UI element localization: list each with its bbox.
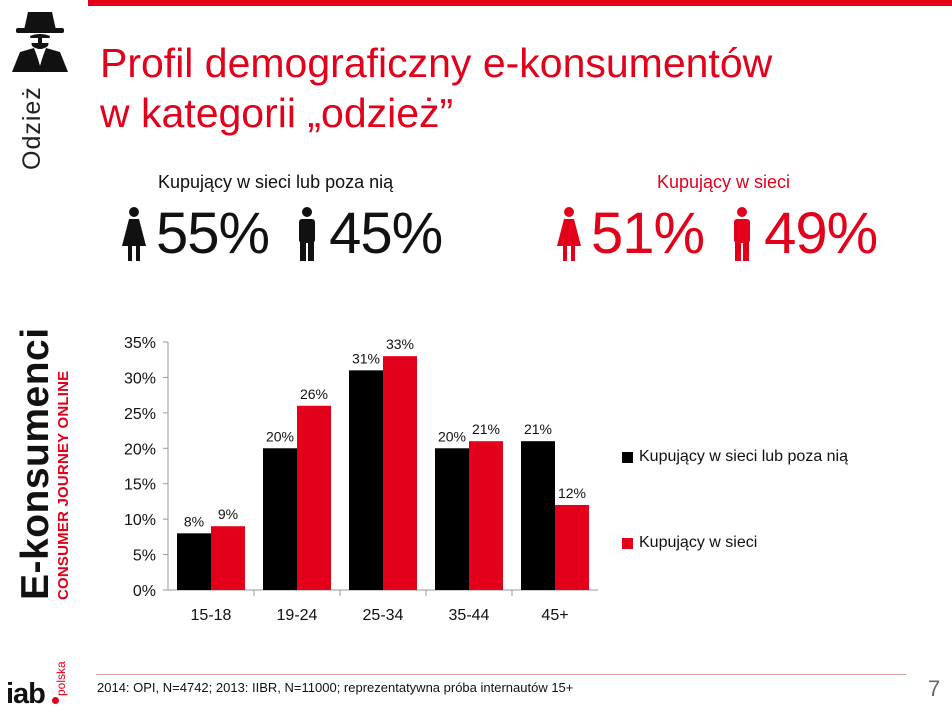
bar-online-buyers (469, 441, 503, 590)
y-tick-label: 20% (124, 441, 156, 458)
top-accent-bar (88, 0, 952, 6)
data-label: 21% (472, 421, 500, 437)
iab-logo-country: polska (54, 661, 68, 696)
y-tick-label: 25% (124, 406, 156, 423)
bar-all-buyers (349, 370, 383, 590)
x-tick-label: 45+ (541, 607, 568, 624)
bar-online-buyers (555, 504, 589, 590)
sidebar: Odzież E-konsumenci CONSUMER JOURNEY ONL… (0, 0, 88, 713)
bar-all-buyers (263, 448, 297, 590)
iab-logo: iab (6, 678, 46, 710)
data-label: 12% (558, 485, 586, 501)
gender-online-heading: Kupujący w sieci (657, 172, 791, 192)
data-label: 31% (352, 350, 380, 366)
male-share-online: 49% (764, 201, 878, 266)
gender-all-buyers: Kupujący w sieci lub poza nią 55% 45% (120, 172, 490, 267)
age-bar-chart: 0% 5% 10% 15% 20% 25% 30% 35% 15-18 8% 9% 19-24 20% 2… (124, 335, 598, 624)
bar-online-buyers (383, 356, 417, 590)
bar-all-buyers (177, 533, 211, 590)
legend-label-all: Kupujący w sieci lub poza nią (639, 448, 849, 465)
page-title: Profil demograficzny e-konsumentów w kat… (100, 38, 930, 138)
x-tick-label: 25-34 (363, 607, 404, 624)
data-label: 33% (386, 336, 414, 352)
legend-item-online: Kupujący w sieci (622, 534, 757, 552)
female-share-online: 51% (591, 201, 705, 266)
footnote: 2014: OPI, N=4742; 2013: IIBR, N=11000; … (97, 680, 574, 695)
data-label: 8% (184, 513, 204, 529)
footnote-divider (96, 674, 906, 675)
data-label: 9% (218, 506, 238, 522)
legend-swatch-online (622, 537, 633, 549)
brand-title: E-konsumenci (14, 327, 57, 600)
male-icon (734, 207, 751, 261)
bar-all-buyers (435, 448, 469, 590)
chart-legend: Kupujący w sieci lub poza nią Kupujący w… (622, 448, 922, 568)
page-title-line2: w kategorii „odzież” (100, 90, 454, 136)
legend-swatch-all (622, 451, 633, 463)
gender-online-buyers: Kupujący w sieci 51% 49% (555, 172, 915, 267)
data-label: 21% (524, 421, 552, 437)
female-icon (557, 207, 581, 261)
bar-online-buyers (297, 405, 331, 590)
brand-subtitle: CONSUMER JOURNEY ONLINE (55, 370, 72, 600)
category-label: Odzież (18, 86, 46, 170)
female-share-all: 55% (156, 201, 270, 266)
y-tick-label: 0% (133, 583, 156, 600)
y-tick-label: 5% (133, 548, 156, 565)
x-tick-label: 15-18 (191, 607, 232, 624)
y-tick-label: 10% (124, 512, 156, 529)
page-title-line1: Profil demograficzny e-konsumentów (100, 40, 773, 86)
y-tick-label: 30% (124, 370, 156, 387)
bar-all-buyers (521, 441, 555, 590)
page-number: 7 (928, 676, 941, 701)
male-icon (299, 207, 316, 261)
y-tick-label: 15% (124, 477, 156, 494)
spy-icon (12, 12, 68, 72)
data-label: 20% (438, 428, 466, 444)
male-share-all: 45% (329, 201, 443, 266)
y-tick-label: 35% (124, 335, 156, 352)
x-tick-label: 35-44 (449, 607, 490, 624)
female-icon (122, 207, 146, 261)
x-tick-label: 19-24 (277, 607, 318, 624)
gender-all-heading: Kupujący w sieci lub poza nią (158, 172, 394, 192)
data-label: 26% (300, 386, 328, 402)
legend-item-all: Kupujący w sieci lub poza nią (622, 448, 848, 466)
iab-logo-dot (52, 697, 59, 704)
data-label: 20% (266, 428, 294, 444)
legend-label-online: Kupujący w sieci (639, 534, 758, 551)
bar-online-buyers (211, 526, 245, 590)
